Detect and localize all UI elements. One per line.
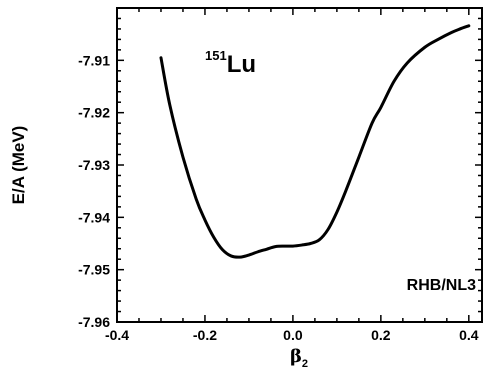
x-tick-label: 0.2 — [371, 327, 391, 343]
y-tick-label: -7.95 — [78, 262, 110, 278]
y-tick-label: -7.96 — [78, 314, 110, 330]
x-axis-label-symbol: β — [290, 346, 302, 367]
model-label: RHB/NL3 — [407, 277, 476, 294]
series-line — [159, 24, 471, 259]
axis-ticks — [116, 7, 482, 323]
nucleus-label: 151Lu — [205, 48, 256, 78]
plot-area — [116, 7, 483, 323]
y-tick-label: -7.93 — [78, 157, 110, 173]
x-tick-label: 0.4 — [459, 327, 479, 343]
tick-labels: -0.4 -0.2 0.0 0.2 0.4 -7.91 -7.92 -7.93 -7.94 -7.… — [78, 52, 479, 343]
plot-frame — [116, 7, 483, 323]
x-tick-label: -0.4 — [105, 327, 129, 343]
y-tick-label: -7.92 — [78, 105, 110, 121]
x-axis-label: β2 — [290, 346, 308, 370]
y-tick-label: -7.91 — [78, 52, 110, 68]
nucleus-symbol: Lu — [227, 51, 256, 78]
y-tick-label: -7.94 — [78, 209, 110, 225]
nucleus-mass-number: 151 — [205, 48, 227, 63]
x-axis-label-subscript: 2 — [302, 358, 308, 370]
y-axis-label: E/A (MeV) — [9, 126, 28, 205]
x-tick-label: -0.2 — [193, 327, 217, 343]
x-tick-label: 0.0 — [283, 327, 303, 343]
